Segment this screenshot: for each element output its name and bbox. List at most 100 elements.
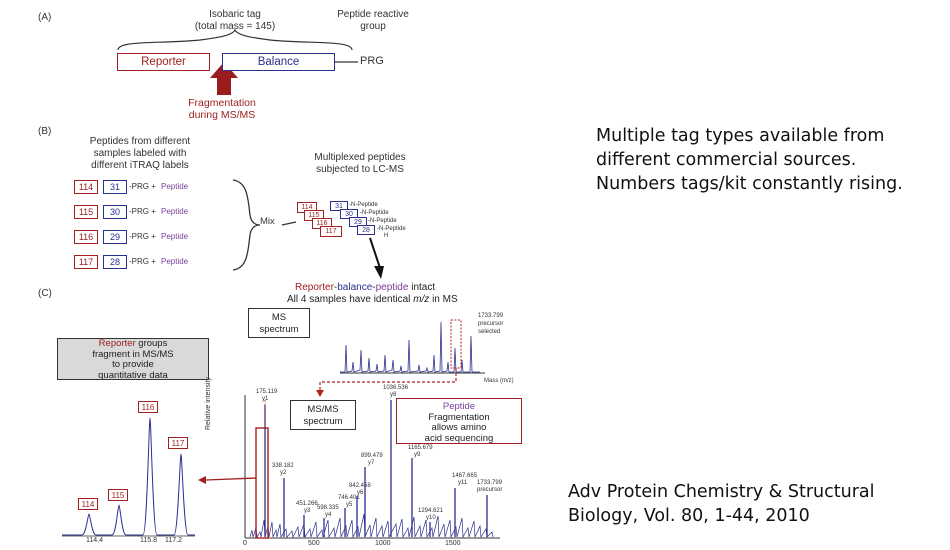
peptide-box-line: Fragmentation xyxy=(428,411,490,423)
reporter-groups-line: to provide xyxy=(112,359,154,370)
side-note-line: Multiple tag types available from xyxy=(596,126,885,146)
msms-box-line: MS/MS xyxy=(307,404,339,415)
stack-reporter-tag: 117 xyxy=(320,226,342,237)
panel-b-label: (B) xyxy=(38,126,52,137)
prg-group-label-1: Peptide reactive xyxy=(337,9,409,20)
x-tick: 1500 xyxy=(445,540,461,547)
reporter-zoom-peaks xyxy=(62,417,195,537)
peak-label-mass: 1467.665 xyxy=(452,473,478,479)
zoom-label-114: 114 xyxy=(78,498,98,510)
identical-post: in MS xyxy=(429,294,458,305)
reporter-tag: 115 xyxy=(74,205,98,219)
panel-c-label: (C) xyxy=(38,288,52,299)
isobaric-brace xyxy=(117,28,353,51)
intact-dash: - xyxy=(333,282,338,293)
ms-box-line: MS xyxy=(271,312,287,323)
ms-spectrum xyxy=(340,319,485,374)
ms-spectrum-trace xyxy=(340,321,480,373)
fragmentation-label-1: Fragmentation xyxy=(188,97,256,109)
fragmentation-label-2: during MS/MS xyxy=(188,109,256,121)
msms-spectrum xyxy=(244,395,500,539)
peptide-text: Peptide xyxy=(161,257,189,266)
peak-label-ion: y9 xyxy=(414,452,421,458)
citation: Adv Protein Chemistry & Structural Biolo… xyxy=(568,480,875,528)
groups-word: groups xyxy=(135,338,168,349)
zoom-label-115: 115 xyxy=(108,489,128,501)
panel-b-right-title-2: subjected to LC-MS xyxy=(316,164,404,175)
peak-label-ion: y3 xyxy=(304,508,311,514)
zoom-tick: 114.4 xyxy=(86,537,103,544)
peak-label-mass: 1733.799 xyxy=(477,480,503,486)
reporter-word: Reporter xyxy=(98,338,136,349)
balance-tag: 30 xyxy=(103,205,127,219)
ms-to-msms-arrow xyxy=(319,368,457,392)
peak-label-mass: 746.401 xyxy=(338,495,360,501)
stack-balance-tag: 31 xyxy=(330,201,348,211)
intact-rest: intact xyxy=(408,282,436,293)
citation-line: Biology, Vol. 80, 1-44, 2010 xyxy=(568,506,810,526)
precursor-mass: 1733.799 xyxy=(478,313,504,319)
peak-label-mass: 451.266 xyxy=(296,501,318,507)
peak-label-mass: 598.335 xyxy=(317,505,339,511)
reporter-zoom-trace xyxy=(62,417,195,536)
peak-label-ion: y4 xyxy=(325,512,332,518)
mass-axis-label: Mass (m/z) xyxy=(484,378,514,384)
panel-b-left-title-1: Peptides from different xyxy=(89,136,191,147)
side-note-line: different commercial sources. xyxy=(596,150,857,170)
balance-tag: 29 xyxy=(103,230,127,244)
down-arrow xyxy=(369,237,381,269)
peak-label-ion: y1 xyxy=(262,396,269,402)
identical-pre: All 4 samples have identical xyxy=(287,294,414,305)
peak-label-mass: 175.119 xyxy=(256,389,278,395)
intact-balance-word: balance xyxy=(337,282,373,293)
peak-label-mass: 338.182 xyxy=(272,463,294,469)
peptide-fragmentation-box: Peptide Fragmentation allows amino acid … xyxy=(396,398,522,444)
peak-label-ion: y2 xyxy=(280,470,287,476)
panel-b-right-title-1: Multiplexed peptides xyxy=(314,152,406,163)
msms-peaks xyxy=(264,400,488,537)
reporter-tag: 116 xyxy=(74,230,98,244)
mix-brace xyxy=(232,179,261,271)
msms-box-line: spectrum xyxy=(303,416,343,427)
stack-balance-tag: 28 xyxy=(357,225,375,235)
peak-label-mass: 1294.621 xyxy=(418,508,444,514)
x-tick: 1000 xyxy=(375,540,391,547)
peak-label-mass: 899.479 xyxy=(361,453,383,459)
peak-label-ion: y5 xyxy=(346,502,353,508)
zoom-label-117: 117 xyxy=(168,437,188,449)
ms-box-line: spectrum xyxy=(259,324,299,335)
x-tick: 500 xyxy=(308,540,320,547)
peak-label-ion: y7 xyxy=(368,460,375,466)
reporter-tag: 114 xyxy=(74,180,98,194)
reporter-box: Reporter xyxy=(117,53,210,71)
peak-label-ion: y8 xyxy=(390,392,397,398)
msms-noise xyxy=(249,513,494,539)
prg-text: -PRG + xyxy=(129,182,156,191)
side-note-line: Numbers tags/kit constantly rising. xyxy=(596,174,903,194)
isobaric-tag-label: Isobaric tag xyxy=(209,9,261,20)
reporter-groups-box: Reporter groups fragment in MS/MS to pro… xyxy=(57,338,209,380)
msms-spectrum-box: MS/MS spectrum xyxy=(290,400,356,430)
stack-suffix: -N-Peptide xyxy=(368,218,397,224)
intact-dash: - xyxy=(372,282,376,293)
peptide-box-line: acid sequencing xyxy=(424,432,494,444)
panel-b-left-title-3: different iTRAQ labels xyxy=(91,160,189,171)
peptide-text: Peptide xyxy=(161,232,189,241)
ms-spectrum-box: MS spectrum xyxy=(248,308,310,338)
isobaric-mass-label: (total mass = 145) xyxy=(194,21,276,32)
peak-label-ion: y11 xyxy=(458,480,468,486)
reporter-groups-line: fragment in MS/MS xyxy=(92,348,174,360)
prg-text: -PRG + xyxy=(129,232,156,241)
peptide-text: Peptide xyxy=(161,182,189,191)
peptide-text: Peptide xyxy=(161,207,189,216)
intact-heading: Reporter-balance-peptide intact xyxy=(295,282,435,293)
panel-b-left-title-2: samples labeled with xyxy=(93,148,187,159)
citation-line: Adv Protein Chemistry & Structural xyxy=(568,482,875,502)
stack-suffix: -N-Peptide xyxy=(349,202,378,208)
identical-mz: m/z xyxy=(413,294,430,305)
peak-label-ion: y10 xyxy=(426,515,436,521)
prg-text: -PRG + xyxy=(129,257,156,266)
prg-text: -PRG + xyxy=(129,207,156,216)
panel-a-label: (A) xyxy=(38,12,52,23)
balance-box: Balance xyxy=(222,53,335,71)
